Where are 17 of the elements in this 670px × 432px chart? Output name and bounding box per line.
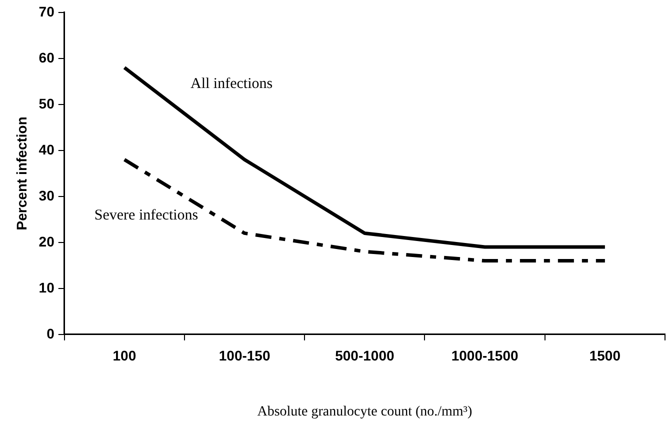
series-label: Severe infections (94, 208, 198, 224)
y-tick-label: 30 (38, 187, 55, 204)
y-axis-title: Percent infection (13, 116, 30, 230)
x-axis-title: Absolute granulocyte count (no./mm³) (257, 404, 472, 420)
y-tick-label: 0 (46, 325, 55, 342)
y-tick-label: 60 (38, 49, 55, 66)
y-tick-label: 20 (38, 233, 55, 250)
series-label: All infections (190, 76, 273, 92)
y-tick-label: 70 (38, 3, 55, 20)
x-tick-label: 500-1000 (335, 348, 394, 364)
x-tick-label: 100 (112, 348, 136, 364)
x-tick-label: 100-150 (218, 348, 270, 364)
x-tick-label: 1000-1500 (451, 348, 518, 364)
x-tick-label: 1500 (589, 348, 621, 364)
y-tick-label: 40 (38, 141, 55, 158)
y-tick-label: 10 (38, 279, 55, 296)
y-tick-label: 50 (38, 95, 55, 112)
